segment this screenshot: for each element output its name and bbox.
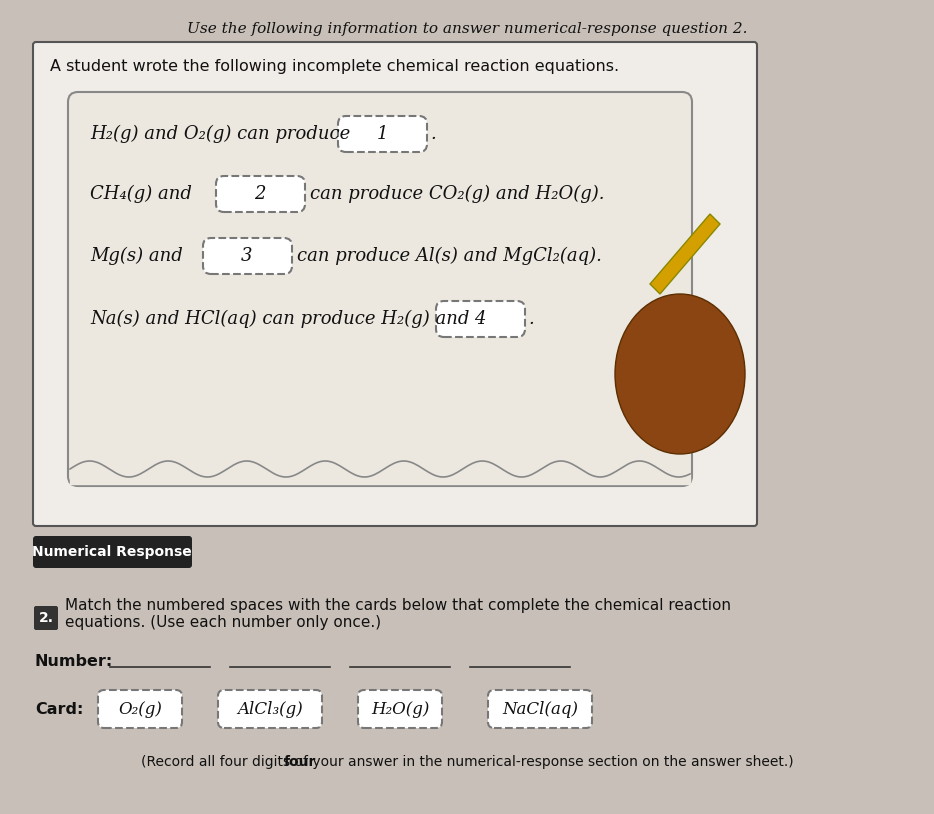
Text: 3: 3 <box>241 247 253 265</box>
Text: Na(s) and HCl(aq) can produce H₂(g) and: Na(s) and HCl(aq) can produce H₂(g) and <box>90 310 470 328</box>
Text: Card:: Card: <box>35 702 83 716</box>
Text: CH₄(g) and: CH₄(g) and <box>90 185 191 204</box>
Text: .: . <box>430 125 436 143</box>
FancyBboxPatch shape <box>216 176 305 212</box>
Text: Match the numbered spaces with the cards below that complete the chemical reacti: Match the numbered spaces with the cards… <box>65 597 731 630</box>
Polygon shape <box>650 214 720 294</box>
Text: 1: 1 <box>376 125 388 143</box>
Text: H₂O(g): H₂O(g) <box>371 701 430 717</box>
Text: 2: 2 <box>254 185 266 203</box>
Text: H₂(g) and O₂(g) can produce: H₂(g) and O₂(g) can produce <box>90 125 350 143</box>
Text: A student wrote the following incomplete chemical reaction equations.: A student wrote the following incomplete… <box>50 59 619 73</box>
FancyBboxPatch shape <box>338 116 427 152</box>
Text: can produce Al(s) and MgCl₂(aq).: can produce Al(s) and MgCl₂(aq). <box>297 247 601 265</box>
Text: NaCl(aq): NaCl(aq) <box>502 701 578 717</box>
Text: 4: 4 <box>474 310 486 328</box>
FancyBboxPatch shape <box>203 238 292 274</box>
Ellipse shape <box>615 294 745 454</box>
Text: Number:: Number: <box>35 654 113 669</box>
Text: Use the following information to answer numerical-response question 2.: Use the following information to answer … <box>187 22 747 36</box>
Text: Numerical Response: Numerical Response <box>32 545 191 559</box>
FancyBboxPatch shape <box>34 606 58 630</box>
Text: Mg(s) and: Mg(s) and <box>90 247 183 265</box>
FancyBboxPatch shape <box>33 536 192 568</box>
Text: can produce CO₂(g) and H₂O(g).: can produce CO₂(g) and H₂O(g). <box>310 185 604 204</box>
Text: .: . <box>528 310 533 328</box>
FancyBboxPatch shape <box>33 42 757 526</box>
FancyBboxPatch shape <box>488 690 592 728</box>
Text: 2.: 2. <box>38 611 53 625</box>
FancyBboxPatch shape <box>436 301 525 337</box>
FancyBboxPatch shape <box>358 690 442 728</box>
FancyBboxPatch shape <box>218 690 322 728</box>
Text: (Record all four digits of your answer in the numerical-response section on the : (Record all four digits of your answer i… <box>141 755 793 769</box>
FancyBboxPatch shape <box>68 92 692 486</box>
FancyBboxPatch shape <box>98 690 182 728</box>
Text: O₂(g): O₂(g) <box>118 701 162 717</box>
Text: AlCl₃(g): AlCl₃(g) <box>237 701 303 717</box>
Text: four: four <box>284 755 317 769</box>
